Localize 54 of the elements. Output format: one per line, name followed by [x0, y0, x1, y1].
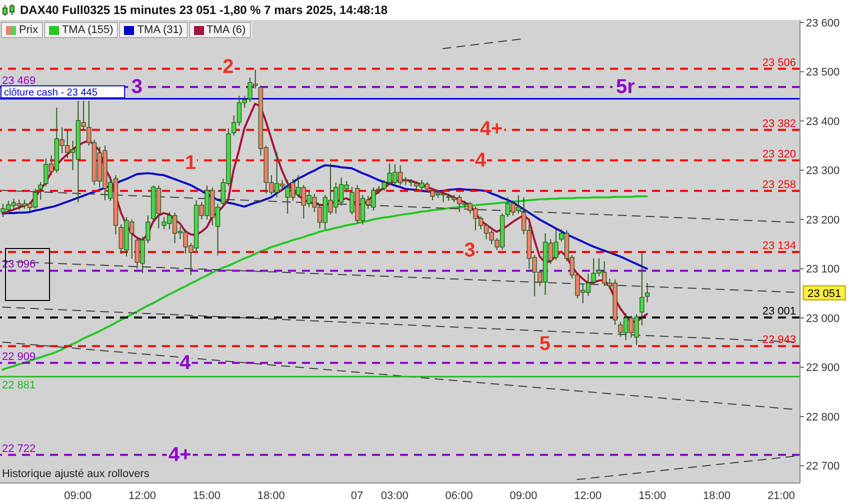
x-tick-label: 18:00	[257, 490, 285, 500]
x-tick-label: 12:00	[128, 490, 156, 500]
y-tick-label: 23 500	[806, 66, 840, 79]
legend-label: Prix	[19, 24, 38, 36]
ref-line-label: 23 134	[762, 240, 796, 252]
x-tick-label: 07	[350, 490, 364, 500]
annotation: 5r	[616, 76, 636, 98]
y-tick-label: 23 300	[806, 165, 840, 178]
annotation: 3	[464, 240, 476, 262]
annotation: 4	[180, 352, 192, 374]
annotation: 4	[474, 149, 487, 172]
annotation: 3	[131, 76, 142, 98]
y-tick-label: 22 900	[806, 362, 840, 374]
ref-line-label: 23 001	[762, 306, 796, 318]
ref-line-label: 22 881	[2, 380, 36, 392]
y-tick-label: 23 000	[806, 312, 840, 325]
y-tick-label: 22 800	[806, 411, 840, 424]
legend-label: TMA (155)	[62, 24, 114, 36]
x-tick-label: 12:00	[574, 490, 602, 500]
y-tick-label: 22 700	[806, 460, 840, 473]
ref-line-label: 23 382	[762, 118, 796, 130]
x-tick-label: 15:00	[638, 490, 666, 500]
ref-line-label: clôture cash - 23 445	[4, 87, 98, 98]
chart-title: DAX40 Full0325 15 minutes 23 051 -1,80 % 7 mars 2025, 14:48:18	[20, 3, 388, 17]
ref-line-label: 23 506	[762, 56, 796, 69]
x-tick-label: 09:00	[64, 490, 92, 500]
ref-line-label: 22 722	[2, 442, 36, 455]
ref-line-label: 23 469	[2, 74, 36, 87]
ref-line-label: 23 258	[762, 178, 796, 191]
candlestick	[640, 251, 644, 326]
y-tick-label: 23 600	[806, 17, 840, 30]
x-tick-label: 21:00	[767, 490, 795, 500]
x-tick-label: 15:00	[192, 490, 220, 500]
line-series	[2, 195, 648, 371]
text: 23 051	[807, 288, 842, 300]
annotation: 2	[222, 56, 234, 78]
x-tick-label: 09:00	[510, 490, 538, 500]
annotation: 1	[185, 152, 196, 174]
annotation: 4+	[480, 118, 503, 140]
ref-line-label: 23 320	[762, 148, 796, 160]
x-tick-label: 18:00	[703, 490, 731, 500]
annotation: Historique ajusté aux rollovers	[2, 468, 150, 480]
y-tick-label: 23 200	[806, 214, 840, 226]
x-tick-label: 06:00	[445, 490, 473, 500]
ref-line-label: 22 909	[2, 350, 36, 363]
legend-label: TMA (31)	[137, 24, 183, 36]
y-tick-label: 23 100	[806, 264, 840, 276]
candlestick	[38, 182, 43, 200]
y-tick-label: 23 400	[806, 116, 840, 128]
x-tick-label: 03:00	[380, 490, 408, 500]
annotation: 5	[539, 333, 551, 356]
candlestick	[644, 282, 650, 303]
annotation: 4+	[168, 444, 192, 466]
legend-label: TMA (6)	[206, 24, 246, 36]
